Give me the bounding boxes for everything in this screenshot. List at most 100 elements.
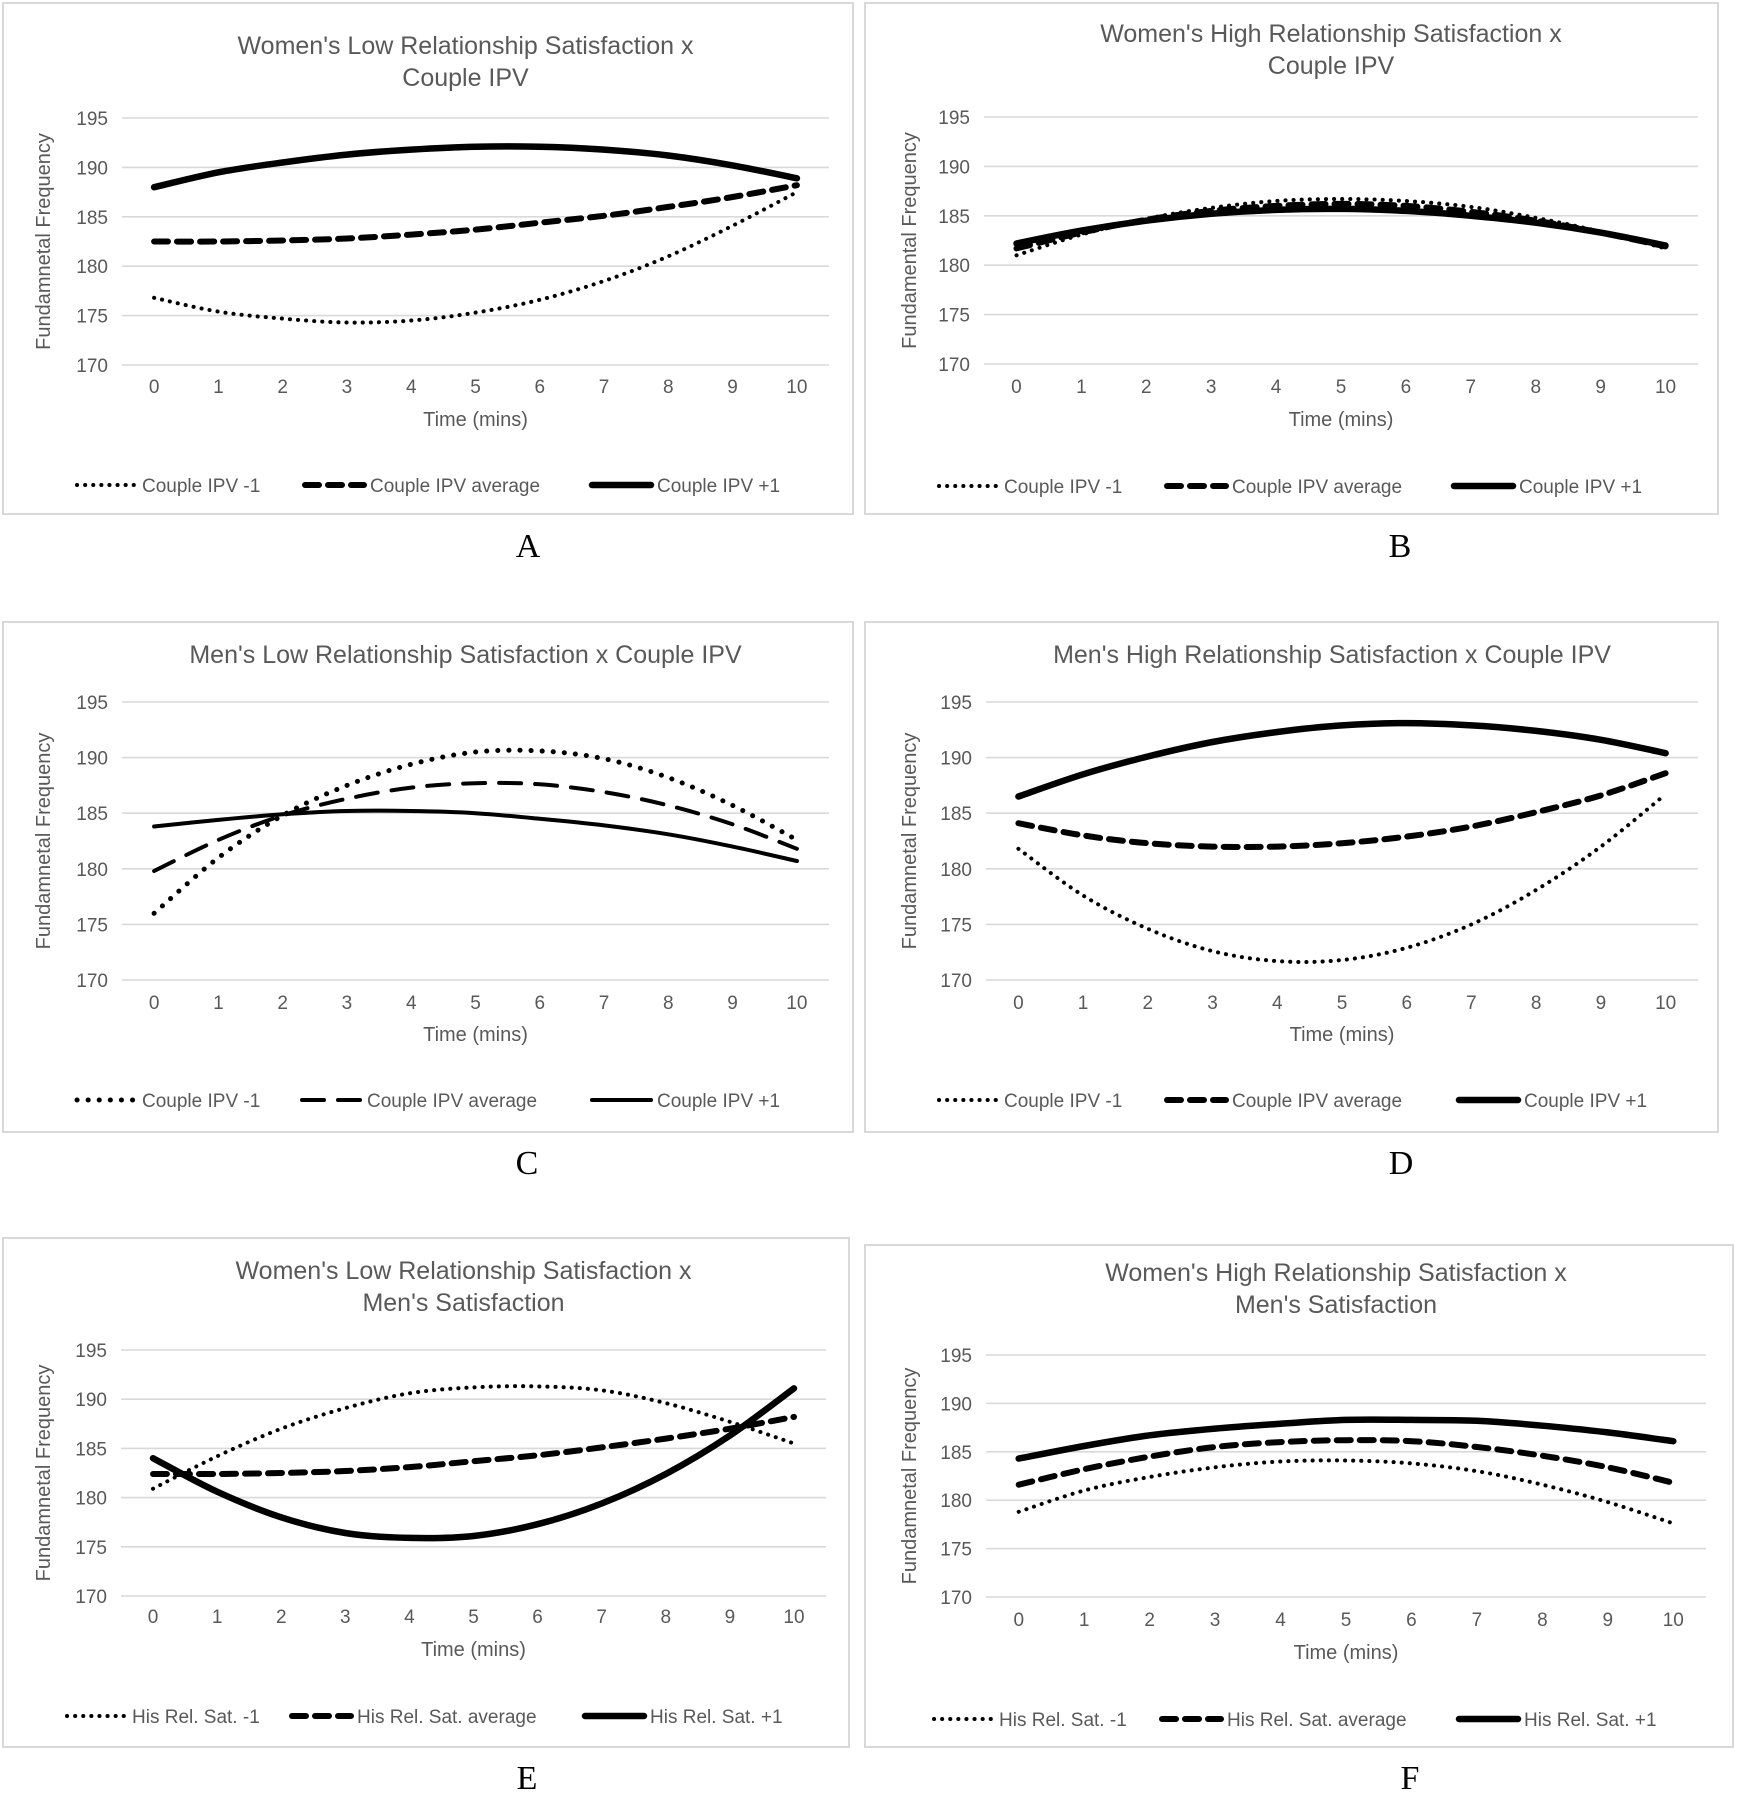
y-tick-label: 175 [938, 306, 970, 327]
series-line-dotted [151, 1384, 796, 1491]
chart-panel-f: Women's High Relationship Satisfaction x… [864, 1244, 1734, 1748]
chart-title: Women's Low Relationship Satisfaction x [236, 1257, 692, 1285]
chart-title: Men's Low Relationship Satisfaction x Co… [189, 641, 742, 669]
x-tick-label: 8 [1537, 1610, 1548, 1631]
legend-label: Couple IPV average [367, 1091, 537, 1112]
x-axis-label: Time (mins) [423, 409, 528, 431]
x-tick-label: 10 [786, 377, 807, 398]
legend-label: Couple IPV -1 [1004, 477, 1122, 498]
x-tick-label: 8 [1530, 377, 1541, 398]
chart-title: Women's High Relationship Satisfaction x [1100, 20, 1562, 48]
x-axis-label: Time (mins) [1290, 1024, 1395, 1046]
legend-label: Couple IPV +1 [657, 476, 780, 497]
legend-label: His Rel. Sat. +1 [650, 1707, 783, 1728]
y-tick-label: 190 [76, 158, 108, 179]
x-tick-label: 3 [1210, 1610, 1221, 1631]
x-tick-label: 4 [406, 377, 417, 398]
y-axis-label: Fundamnetal Frequency [33, 1365, 55, 1582]
line-chart-c: Men's Low Relationship Satisfaction x Co… [33, 641, 829, 1112]
y-tick-label: 185 [940, 804, 972, 825]
y-tick-label: 170 [940, 1588, 972, 1609]
series-line-dashed [152, 780, 799, 873]
x-tick-label: 4 [1272, 993, 1283, 1014]
y-tick-label: 185 [76, 208, 108, 229]
x-tick-label: 8 [660, 1607, 671, 1628]
x-tick-label: 9 [727, 993, 738, 1014]
x-tick-label: 5 [470, 993, 481, 1014]
chart-panel-c: Men's Low Relationship Satisfaction x Co… [2, 621, 854, 1133]
x-tick-label: 10 [1663, 1610, 1684, 1631]
y-tick-label: 185 [940, 1443, 972, 1464]
y-axis-label: Fundamnetal Frequency [899, 1368, 921, 1585]
line-chart-e: Women's Low Relationship Satisfaction x M… [33, 1257, 826, 1728]
x-axis-label: Time (mins) [1294, 1642, 1399, 1664]
x-axis-label: Time (mins) [421, 1639, 526, 1661]
series-line-solid [1015, 719, 1669, 800]
y-tick-label: 180 [76, 860, 108, 881]
x-tick-label: 10 [783, 1607, 804, 1628]
y-axis-label: Fundamnetal Frequency [33, 133, 55, 350]
legend-label: His Rel. Sat. +1 [1524, 1710, 1657, 1731]
y-tick-label: 170 [938, 355, 970, 376]
series-line-dotted [1016, 1458, 1676, 1526]
chart-panel-a: Women's Low Relationship Satisfaction x C… [2, 2, 854, 515]
y-tick-label: 195 [76, 109, 108, 130]
y-tick-label: 175 [76, 307, 108, 328]
y-tick-label: 195 [940, 1346, 972, 1367]
series-line-solid [152, 808, 799, 863]
y-tick-label: 175 [940, 915, 972, 936]
x-tick-label: 7 [599, 993, 610, 1014]
x-tick-label: 1 [213, 377, 224, 398]
chart-title: Men's Satisfaction [362, 1289, 564, 1317]
legend-label: His Rel. Sat. -1 [132, 1707, 260, 1728]
y-tick-label: 195 [76, 693, 108, 714]
series-line-dashed [1015, 770, 1669, 850]
series-line-solid [149, 1385, 798, 1542]
y-axis-label: Fundamnetal Frequency [33, 733, 55, 950]
panel-label-d: D [1388, 1145, 1414, 1182]
x-tick-label: 9 [727, 377, 738, 398]
legend-label: Couple IPV -1 [142, 476, 260, 497]
y-tick-label: 190 [75, 1390, 107, 1411]
x-tick-label: 6 [1401, 993, 1412, 1014]
panel-label-c: C [515, 1145, 539, 1182]
legend-label: His Rel. Sat. average [357, 1707, 537, 1728]
series-line-dashed [1015, 1437, 1677, 1488]
series-line-dotted [152, 190, 799, 325]
chart-title: Men's Satisfaction [1235, 1291, 1437, 1319]
legend-label: Couple IPV average [1232, 1091, 1402, 1112]
legend-label: His Rel. Sat. -1 [999, 1710, 1127, 1731]
series-line-solid [1015, 1416, 1677, 1462]
x-tick-label: 1 [212, 1607, 223, 1628]
x-tick-label: 6 [1406, 1610, 1417, 1631]
legend-label: Couple IPV +1 [1519, 477, 1642, 498]
line-chart-d: Men's High Relationship Satisfaction x C… [899, 641, 1698, 1112]
x-tick-label: 7 [1466, 377, 1477, 398]
legend-label: Couple IPV +1 [1524, 1091, 1647, 1112]
chart-panel-b: Women's High Relationship Satisfaction x… [864, 2, 1719, 515]
y-tick-label: 170 [76, 356, 108, 377]
y-tick-label: 170 [75, 1587, 107, 1608]
x-tick-label: 3 [1206, 377, 1217, 398]
chart-panel-e: Women's Low Relationship Satisfaction x M… [2, 1237, 850, 1748]
line-chart-b: Women's High Relationship Satisfaction x… [899, 20, 1698, 498]
legend-label: Couple IPV -1 [142, 1091, 260, 1112]
panel-label-a: A [515, 528, 541, 565]
x-tick-label: 4 [406, 993, 417, 1014]
series-line-dotted [1016, 792, 1668, 964]
panel-label-e: E [516, 1760, 538, 1797]
y-tick-label: 185 [75, 1439, 107, 1460]
x-tick-label: 5 [1336, 377, 1347, 398]
legend-label: Couple IPV +1 [657, 1091, 780, 1112]
y-tick-label: 190 [76, 749, 108, 770]
legend-label: Couple IPV average [370, 476, 540, 497]
y-tick-label: 185 [76, 804, 108, 825]
legend-label: His Rel. Sat. average [1227, 1710, 1407, 1731]
chart-title: Women's Low Relationship Satisfaction x [238, 32, 694, 60]
chart-title: Couple IPV [1268, 52, 1395, 80]
y-axis-label: Fundamnetal Frequency [899, 733, 921, 950]
x-tick-label: 2 [1141, 377, 1152, 398]
x-tick-label: 8 [663, 993, 674, 1014]
x-tick-label: 2 [277, 993, 288, 1014]
y-tick-label: 170 [940, 971, 972, 992]
